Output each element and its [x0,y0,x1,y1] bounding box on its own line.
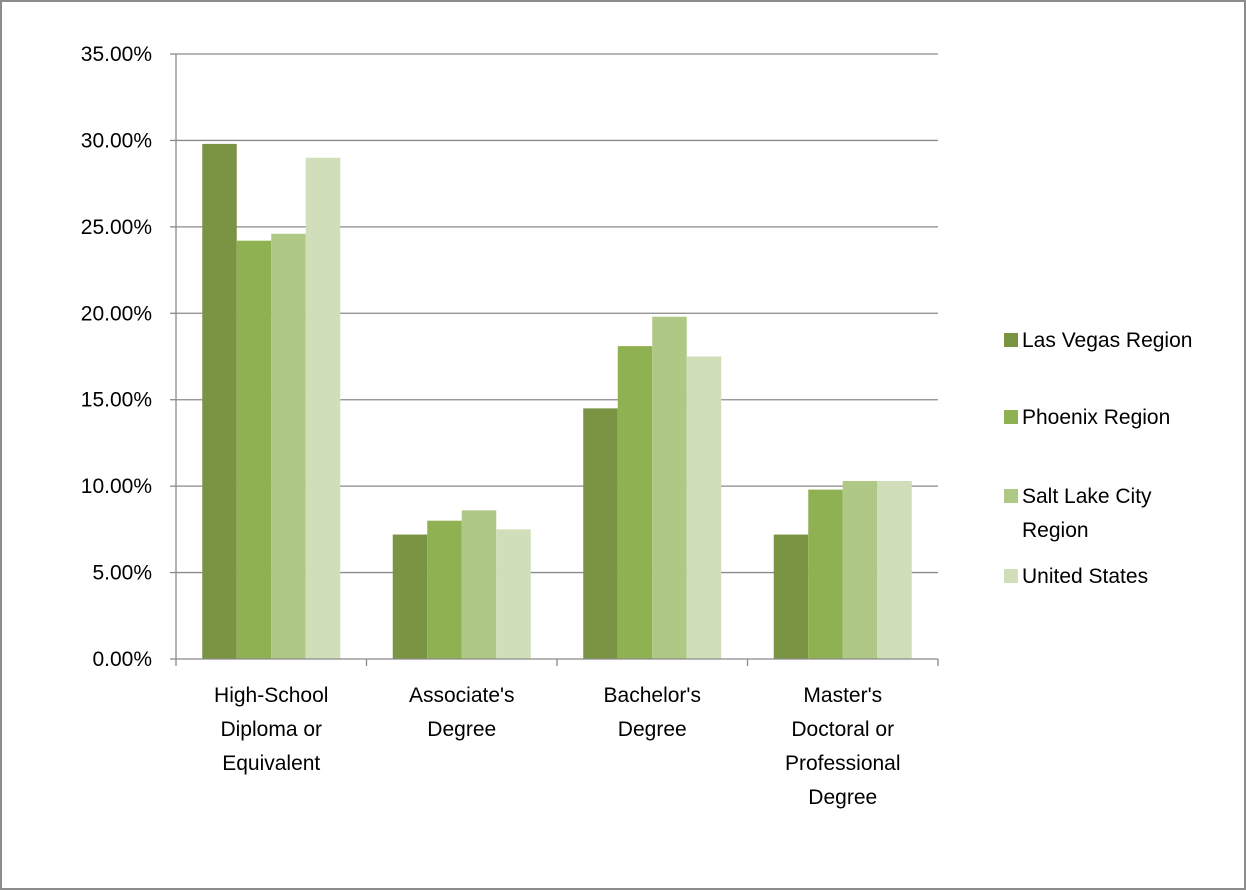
bar-3-3 [652,316,687,659]
legend: Las Vegas Region Phoenix Region Salt Lake … [1004,329,1192,588]
x-category-label: Bachelor's [604,684,701,707]
bar-4-1 [305,157,341,659]
bar-1-2 [392,534,428,659]
bars [202,143,912,659]
y-tick-label: 30.00% [81,129,152,152]
y-tick-label: 10.00% [81,475,152,498]
x-category-label: Diploma or [220,718,322,741]
x-category-label: Master's [803,684,882,707]
x-category-label: Professional [785,752,901,775]
bar-4-2 [496,529,531,659]
y-tick-label: 5.00% [92,562,152,585]
legend-swatch [1004,333,1018,347]
bar-3-4 [842,480,878,659]
x-category-label: Degree [618,718,687,741]
y-tick-label: 0.00% [92,648,152,671]
axes [170,53,939,666]
category-labels: High-School Diploma or Equivalent Associate… [214,684,900,809]
bar-3-1 [271,233,306,659]
bar-3-2 [461,510,497,659]
bar-1-1 [202,143,237,659]
x-category-label: High-School [214,684,328,707]
legend-label: Phoenix Region [1022,406,1170,429]
y-tick-labels: 0.00% 5.00% 10.00% 15.00% 20.00% 25.00% 30.00%… [81,43,152,671]
bar-2-4 [808,489,843,659]
legend-swatch [1004,569,1018,583]
legend-label: Las Vegas Region [1022,329,1192,352]
x-category-label: Associate's [409,684,515,707]
legend-label: Salt Lake City [1022,485,1152,508]
bar-1-3 [583,408,618,659]
y-tick-label: 20.00% [81,302,152,325]
bar-2-1 [236,240,272,659]
x-category-label: Equivalent [222,752,320,775]
x-category-label: Degree [427,718,496,741]
x-category-label: Doctoral or [791,718,894,741]
y-tick-label: 25.00% [81,216,152,239]
legend-swatch [1004,410,1018,424]
legend-label: Region [1022,519,1089,542]
bar-4-4 [877,480,912,659]
bar-2-3 [617,346,653,659]
x-category-label: Degree [808,786,877,809]
legend-label: United States [1022,565,1148,588]
legend-swatch [1004,489,1018,503]
y-tick-label: 35.00% [81,43,152,66]
bar-1-4 [773,534,809,659]
y-tick-label: 15.00% [81,389,152,412]
bar-4-3 [686,356,722,659]
bar-2-2 [427,520,462,659]
